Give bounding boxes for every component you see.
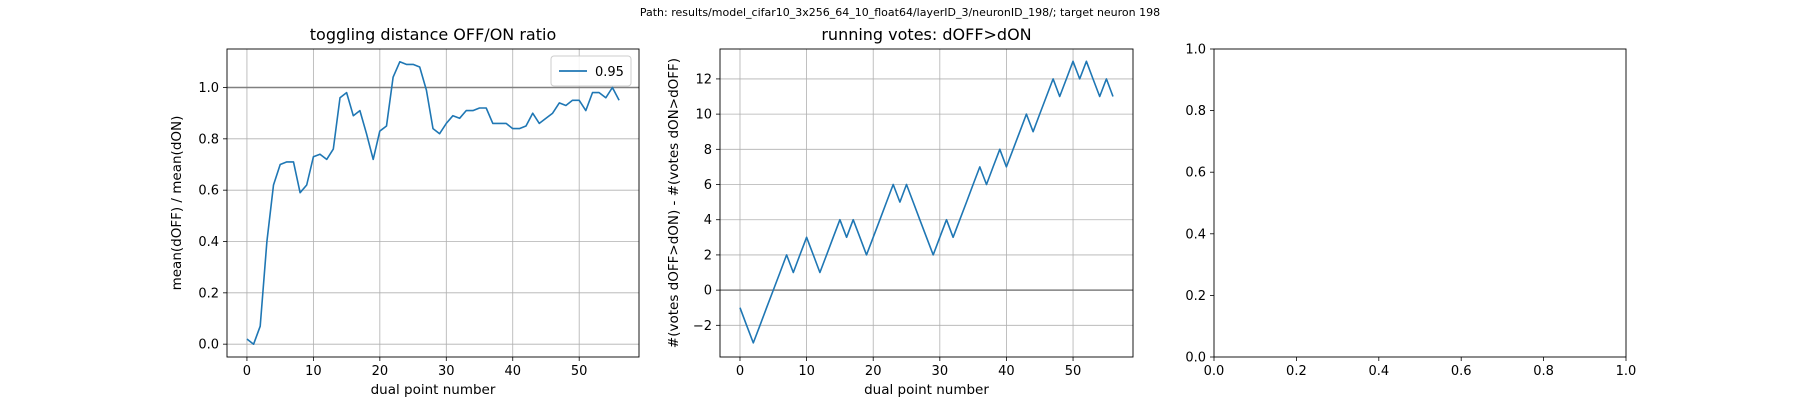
subplot-1: 0 10 20 30 40 50 0.0 0.2 0.4 0.6 0.8 1.0 toggling di… bbox=[169, 25, 640, 398]
x-tick-label: 20 bbox=[865, 364, 882, 379]
y-tick-label: 10 bbox=[695, 108, 712, 123]
series-line-1 bbox=[246, 60, 620, 346]
axes-frame bbox=[1213, 48, 1627, 358]
y-tick-label: 0.0 bbox=[1185, 351, 1206, 366]
x-tick-label: 30 bbox=[932, 364, 949, 379]
axes-frame bbox=[719, 48, 1134, 358]
y-tick-label: 1.0 bbox=[198, 81, 219, 96]
y-tick-label: 0.8 bbox=[198, 132, 219, 147]
legend-entry-label: 0.95 bbox=[595, 65, 624, 80]
x-tick-label: 1.0 bbox=[1616, 364, 1637, 379]
x-tick-label: 50 bbox=[1065, 364, 1082, 379]
y-tick-label: 0.4 bbox=[198, 235, 219, 250]
x-tick-label: 40 bbox=[504, 364, 521, 379]
figure-suptitle: Path: results/model_cifar10_3x256_64_10_… bbox=[639, 6, 1161, 19]
x-axis-label: dual point number bbox=[864, 382, 989, 398]
x-tick-label: 0.0 bbox=[1204, 364, 1225, 379]
x-tick-label: 0 bbox=[736, 364, 744, 379]
y-tick-label: 4 bbox=[704, 213, 712, 228]
x-tick-label: 50 bbox=[571, 364, 588, 379]
x-axis-label: dual point number bbox=[371, 382, 496, 398]
y-tick-label: 0.2 bbox=[198, 286, 219, 301]
y-tick-label: 1.0 bbox=[1185, 43, 1206, 58]
y-tick-label: 0 bbox=[704, 284, 712, 299]
y-tick-label: 0.4 bbox=[1185, 227, 1206, 242]
y-tick-label: 8 bbox=[704, 143, 712, 158]
y-tick-label: −2 bbox=[693, 319, 712, 334]
series-line-1 bbox=[739, 60, 1114, 344]
x-tick-label: 10 bbox=[798, 364, 815, 379]
y-tick-label: 0.6 bbox=[198, 184, 219, 199]
x-tick-label: 0.8 bbox=[1533, 364, 1554, 379]
x-tick-label: 0.6 bbox=[1451, 364, 1472, 379]
y-axis-label: mean(dOFF) / mean(dON) bbox=[169, 116, 185, 291]
y-tick-label: 6 bbox=[704, 178, 712, 193]
y-axis-label: #(votes dOFF>dON) - #(votes dON>dOFF) bbox=[666, 58, 682, 348]
y-tick-label: 0.6 bbox=[1185, 166, 1206, 181]
subplot-2: 0 10 20 30 40 50 −2 0 2 4 6 8 10 12 running votes: dOF… bbox=[666, 25, 1134, 398]
x-tick-label: 40 bbox=[998, 364, 1015, 379]
x-tick-label: 0 bbox=[243, 364, 251, 379]
y-tick-label: 0.8 bbox=[1185, 104, 1206, 119]
y-tick-label: 0.2 bbox=[1185, 289, 1206, 304]
subplot-title: running votes: dOFF>dON bbox=[821, 25, 1031, 44]
subplot-title: toggling distance OFF/ON ratio bbox=[310, 25, 556, 44]
legend: 0.95 bbox=[550, 55, 632, 87]
x-tick-label: 30 bbox=[438, 364, 455, 379]
y-tick-label: 12 bbox=[695, 72, 712, 87]
y-tick-label: 2 bbox=[704, 248, 712, 263]
axes-frame bbox=[226, 48, 640, 358]
y-tick-label: 0.0 bbox=[198, 338, 219, 353]
x-tick-label: 20 bbox=[372, 364, 389, 379]
legend-box bbox=[550, 55, 632, 87]
x-tick-label: 0.4 bbox=[1368, 364, 1389, 379]
x-tick-label: 10 bbox=[305, 364, 322, 379]
x-tick-label: 0.2 bbox=[1286, 364, 1307, 379]
subplot-3: 0.0 0.2 0.4 0.6 0.8 1.0 0.0 0.2 0.4 0.6 0.8 1.0 bbox=[1185, 43, 1636, 380]
